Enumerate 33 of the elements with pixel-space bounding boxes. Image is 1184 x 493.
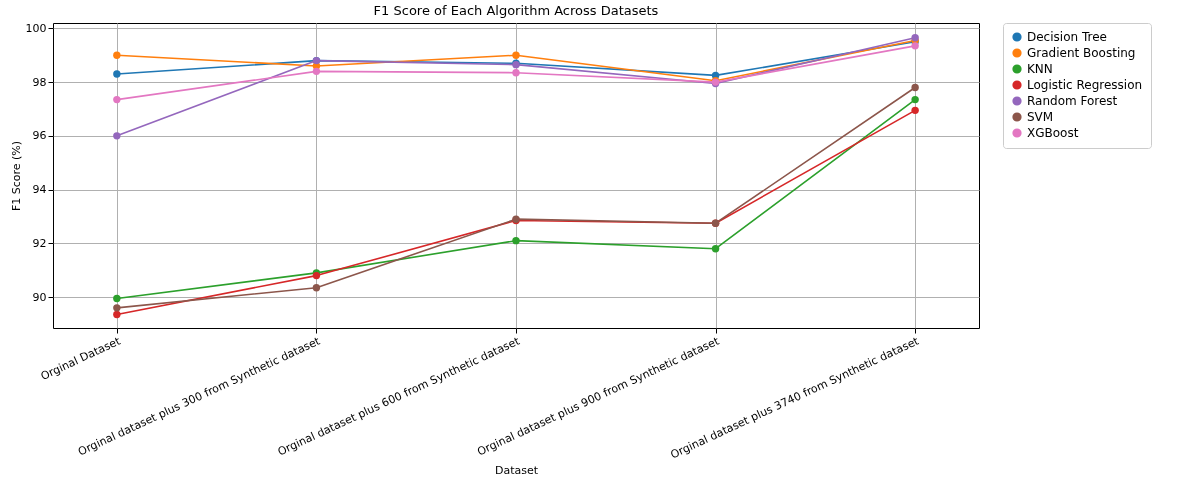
point	[911, 95, 919, 104]
legend-label: Logistic Regression	[1027, 78, 1143, 92]
point	[711, 245, 720, 253]
point	[113, 310, 121, 319]
point	[113, 294, 121, 303]
y-tick-label: 94	[32, 183, 47, 197]
point	[113, 95, 121, 104]
point	[911, 83, 919, 92]
legend-label: SVM	[1027, 110, 1054, 124]
point	[512, 51, 520, 59]
point	[113, 304, 121, 312]
y-axis-title: F1 Score (%)	[9, 140, 23, 212]
point	[113, 132, 121, 140]
legend-label: Gradient Boosting	[1027, 46, 1136, 60]
y-tick-label: 96	[32, 129, 47, 143]
x-axis-title: Dataset	[494, 463, 539, 477]
point	[911, 42, 919, 50]
point	[512, 236, 520, 245]
legend-label: Decision Tree	[1027, 30, 1107, 44]
point	[113, 51, 121, 59]
y-tick-label: 100	[25, 21, 47, 35]
legend-label: KNN	[1027, 62, 1053, 76]
point	[911, 106, 919, 115]
point	[113, 70, 121, 78]
point	[312, 283, 321, 292]
legend-label: Random Forest	[1027, 94, 1118, 108]
point	[312, 67, 321, 76]
point	[512, 69, 520, 77]
y-tick-label: 92	[32, 236, 47, 250]
y-tick-label: 90	[32, 290, 47, 304]
y-tick-label: 98	[32, 75, 47, 89]
chart-title: F1 Score of Each Algorithm Across Datasets	[373, 3, 659, 19]
legend-label: XGBoost	[1027, 126, 1079, 140]
